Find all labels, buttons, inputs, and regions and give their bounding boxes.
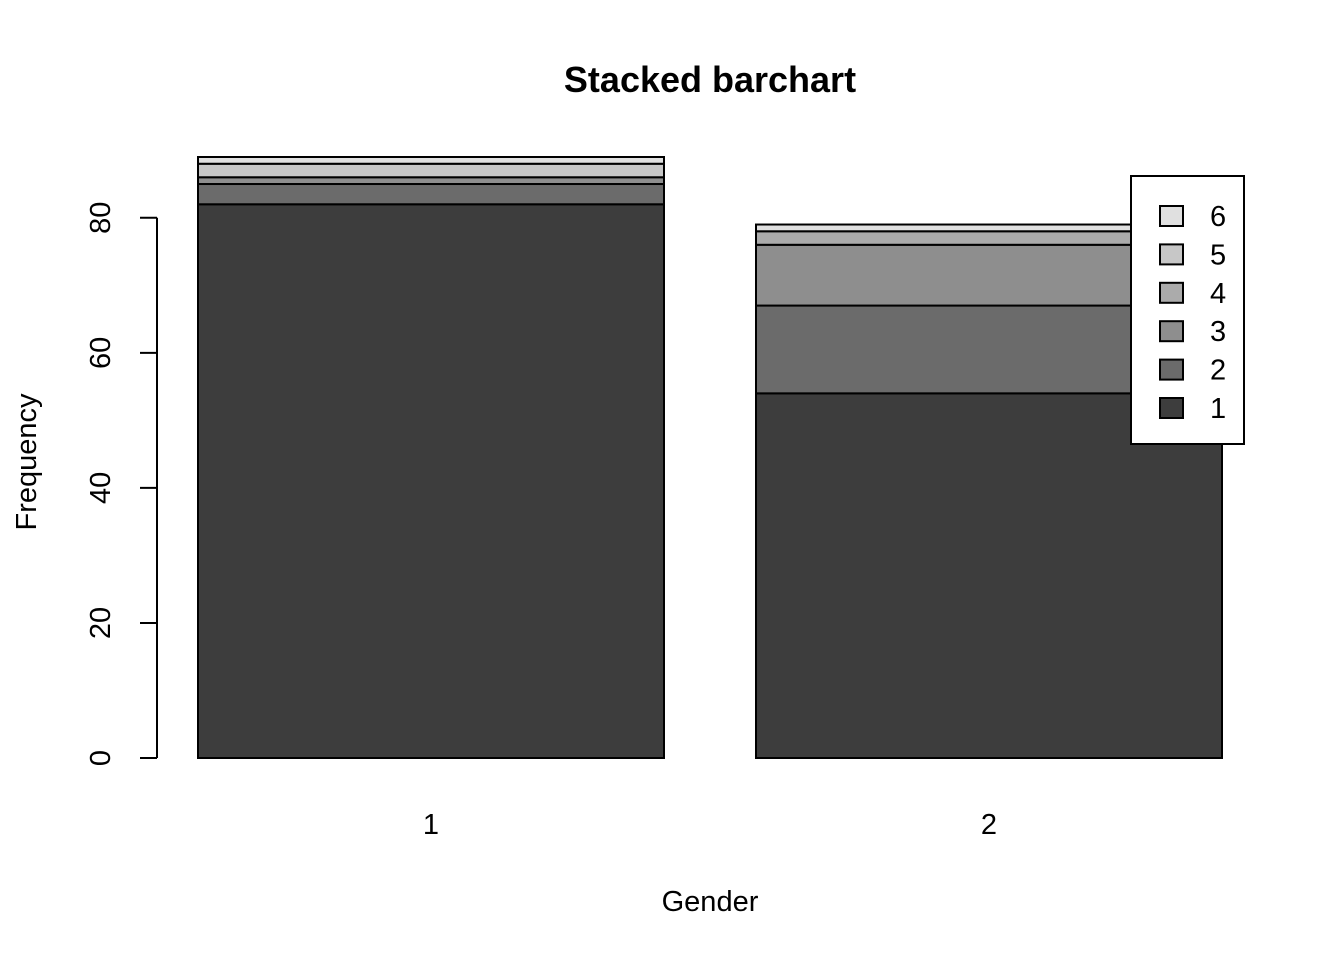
bar-segment <box>755 392 1223 759</box>
y-tick-label: 20 <box>85 607 117 639</box>
legend-swatch <box>1159 281 1184 304</box>
legend-swatch <box>1159 358 1184 381</box>
y-tick-label: 80 <box>85 202 117 234</box>
legend-label: 3 <box>1210 316 1226 348</box>
y-axis-label: Frequency <box>11 393 43 531</box>
y-tick-label: 60 <box>85 337 117 369</box>
bars <box>197 156 1223 760</box>
bar-segment <box>197 203 665 760</box>
chart-title: Stacked barchart <box>564 59 856 100</box>
y-tick-label: 0 <box>85 750 117 766</box>
legend-label: 1 <box>1210 393 1226 425</box>
legend-label: 4 <box>1210 278 1226 310</box>
legend-label: 6 <box>1210 201 1226 233</box>
x-tick-label: 1 <box>423 809 439 841</box>
bar-segment <box>197 183 665 206</box>
legend-swatch <box>1159 320 1184 343</box>
y-axis: 0 20 40 60 80 <box>85 202 158 766</box>
legend: 6 5 4 3 2 1 <box>1130 175 1245 445</box>
legend-label: 5 <box>1210 239 1226 271</box>
x-tick-label: 2 <box>981 809 997 841</box>
y-tick-label: 40 <box>85 472 117 504</box>
bar-segment <box>197 176 665 186</box>
legend-swatch <box>1159 243 1184 266</box>
x-axis-label: Gender <box>662 886 759 918</box>
legend-swatch <box>1159 205 1184 227</box>
bar-segment <box>197 156 665 165</box>
legend-swatch <box>1159 397 1184 419</box>
legend-label: 2 <box>1210 355 1226 387</box>
legend-box <box>1130 175 1245 445</box>
bar-segment <box>197 162 665 179</box>
